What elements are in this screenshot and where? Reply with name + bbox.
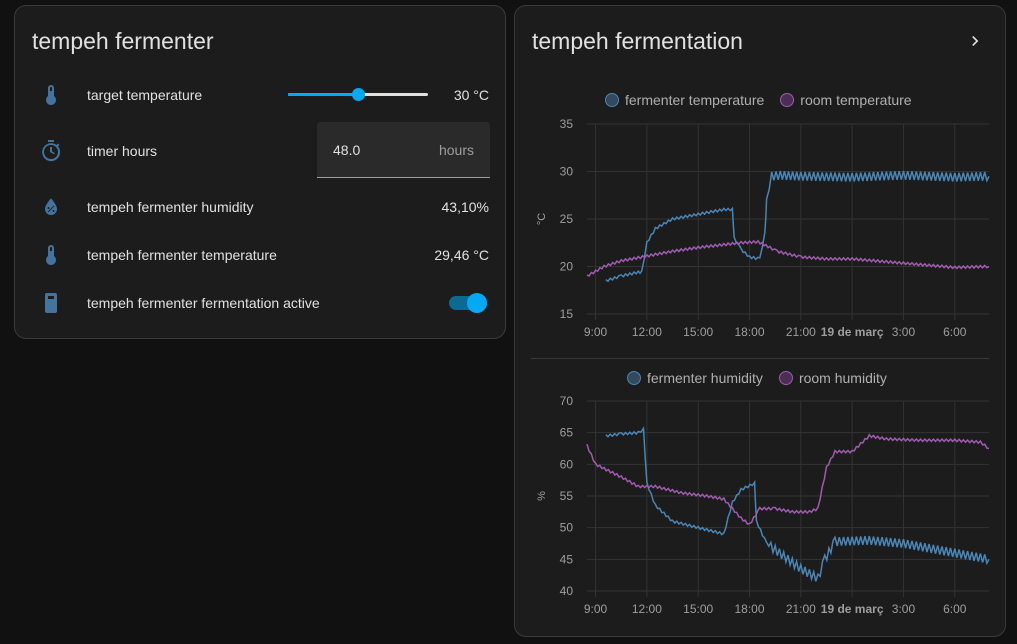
timer-hours-input-value[interactable]: 48.0 xyxy=(333,142,361,158)
legend-dot xyxy=(780,93,795,107)
x-tick-label: 19 de març xyxy=(821,602,884,616)
row-temperature[interactable]: tempeh fermenter temperature 29,46 °C xyxy=(15,235,505,275)
row-timer-hours[interactable]: timer hours xyxy=(15,131,505,171)
x-tick-label: 21:00 xyxy=(786,325,816,339)
legend-item[interactable]: fermenter humidity xyxy=(627,370,763,386)
entities-card-title: tempeh fermenter xyxy=(32,28,214,54)
humidity-value: 43,10% xyxy=(441,199,489,215)
legend-label[interactable]: room humidity xyxy=(798,370,887,386)
temperature-chart[interactable]: 35 30 25 20 15 9:00 12:00 15:00 18:00 21:00 19 de … xyxy=(515,114,1007,354)
x-tick-label: 3:00 xyxy=(892,602,916,616)
humidity-label[interactable]: tempeh fermenter humidity xyxy=(87,199,254,215)
y-tick-label: 50 xyxy=(560,521,574,535)
temperature-label[interactable]: tempeh fermenter temperature xyxy=(87,247,277,263)
x-tick-label: 6:00 xyxy=(943,325,967,339)
x-tick-label: 18:00 xyxy=(734,602,764,616)
y-tick-label: 65 xyxy=(560,426,574,440)
entities-card: tempeh fermenter target temperature 30 °… xyxy=(14,5,506,339)
y-tick-label: 45 xyxy=(560,552,574,566)
x-tick-label: 12:00 xyxy=(632,325,662,339)
x-tick-label: 18:00 xyxy=(734,325,764,339)
toggle-knob[interactable] xyxy=(467,293,487,313)
legend-dot xyxy=(627,371,641,385)
device-icon[interactable] xyxy=(39,291,63,315)
fermentation-active-label[interactable]: tempeh fermenter fermentation active xyxy=(87,295,320,311)
x-tick-label: 9:00 xyxy=(584,602,608,616)
series-line xyxy=(605,426,990,582)
legend-item[interactable]: room humidity xyxy=(778,370,887,386)
row-fermentation-active[interactable]: tempeh fermenter fermentation active xyxy=(15,283,505,323)
y-axis-label: % xyxy=(536,491,548,501)
timer-hours-input[interactable]: 48.0 hours xyxy=(317,122,490,178)
y-tick-label: 15 xyxy=(560,307,574,321)
target-temperature-value: 30 °C xyxy=(453,87,489,103)
x-tick-label: 3:00 xyxy=(892,325,916,339)
legend-item[interactable]: fermenter temperature xyxy=(605,92,764,108)
timer-icon[interactable] xyxy=(39,139,63,163)
history-card: tempeh fermentation fermenter temperatur… xyxy=(514,5,1006,637)
slider-thumb[interactable] xyxy=(352,88,365,101)
timer-hours-label[interactable]: timer hours xyxy=(87,143,158,159)
y-tick-label: 35 xyxy=(560,117,574,131)
legend-label[interactable]: fermenter humidity xyxy=(647,370,763,386)
row-humidity[interactable]: tempeh fermenter humidity 43,10% xyxy=(15,187,505,227)
x-tick-label: 9:00 xyxy=(584,325,608,339)
thermometer-icon[interactable] xyxy=(39,83,63,107)
legend-dot xyxy=(778,371,793,385)
x-tick-label: 21:00 xyxy=(786,602,816,616)
y-tick-label: 25 xyxy=(560,212,574,226)
y-tick-label: 60 xyxy=(560,457,574,471)
y-tick-label: 30 xyxy=(560,165,574,179)
series-line xyxy=(586,433,990,526)
x-tick-label: 15:00 xyxy=(683,325,713,339)
y-tick-label: 70 xyxy=(560,394,574,408)
series-line xyxy=(586,239,990,277)
x-tick-label: 15:00 xyxy=(683,602,713,616)
water-percent-icon[interactable] xyxy=(39,195,63,219)
thermometer-icon[interactable] xyxy=(39,243,63,267)
legend-dot xyxy=(605,93,619,107)
y-axis-label: °C xyxy=(536,213,548,225)
x-tick-label: 6:00 xyxy=(943,602,967,616)
row-target-temperature[interactable]: target temperature 30 °C xyxy=(15,75,505,115)
y-tick-label: 20 xyxy=(560,260,574,274)
x-tick-label: 12:00 xyxy=(632,602,662,616)
legend-label[interactable]: room temperature xyxy=(800,92,912,108)
chart-divider xyxy=(531,358,989,359)
y-tick-label: 55 xyxy=(560,489,574,503)
humidity-legend: fermenter humidity room humidity xyxy=(627,370,903,386)
series-line xyxy=(605,170,990,283)
temperature-legend: fermenter temperature room temperature xyxy=(605,92,928,108)
temperature-value: 29,46 °C xyxy=(434,247,489,263)
legend-item[interactable]: room temperature xyxy=(780,92,912,108)
target-temperature-label[interactable]: target temperature xyxy=(87,87,203,103)
history-card-title[interactable]: tempeh fermentation xyxy=(532,28,743,54)
target-temperature-slider[interactable] xyxy=(288,85,428,105)
y-tick-label: 40 xyxy=(560,584,574,598)
legend-label[interactable]: fermenter temperature xyxy=(625,92,765,108)
timer-hours-unit: hours xyxy=(438,142,474,158)
fermentation-active-toggle[interactable] xyxy=(449,293,487,313)
humidity-chart[interactable]: 70 65 60 55 50 45 40 9:00 12:00 15:00 18:00 21:00 19… xyxy=(515,391,1007,631)
x-tick-label: 19 de març xyxy=(821,325,884,339)
chevron-right-icon[interactable] xyxy=(965,31,985,51)
